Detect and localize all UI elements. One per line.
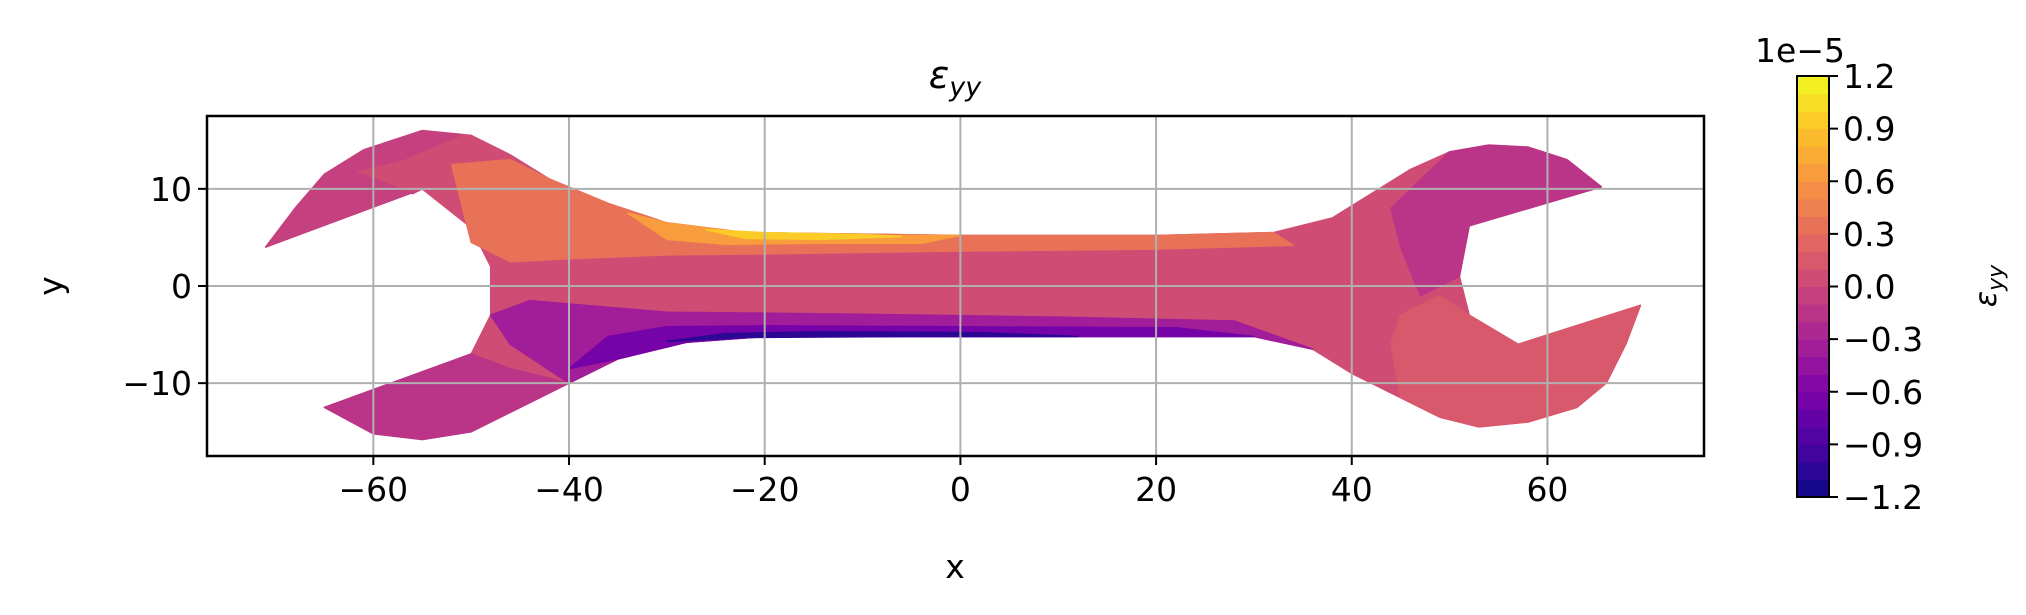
colorbar-label-subscript: yy — [1984, 264, 2009, 292]
colorbar-tick-label: −0.3 — [1843, 320, 1923, 359]
colorbar-tick-label: 0.0 — [1843, 268, 1895, 307]
x-tick-label: 0 — [950, 470, 971, 509]
colorbar-segment — [1797, 304, 1829, 323]
colorbar-tick-label: 0.6 — [1843, 162, 1895, 201]
colorbar-segment — [1797, 339, 1829, 358]
chart-title-subscript: yy — [948, 72, 982, 103]
x-tick-label: −40 — [534, 470, 604, 509]
colorbar-segment — [1797, 251, 1829, 270]
colorbar-segment — [1797, 409, 1829, 428]
colorbar-segment — [1797, 356, 1829, 375]
colorbar-segment — [1797, 111, 1829, 130]
colorbar-multiplier: 1e−5 — [1755, 31, 1845, 70]
colorbar-segment — [1797, 286, 1829, 305]
colorbar-segment — [1797, 163, 1829, 182]
colorbar-segment — [1797, 146, 1829, 165]
x-tick-label: 40 — [1331, 470, 1373, 509]
y-axis-label: y — [31, 276, 70, 296]
colorbar-segment — [1797, 479, 1829, 498]
x-tick-label: −60 — [339, 470, 409, 509]
colorbar-segment — [1797, 268, 1829, 288]
colorbar-segment — [1797, 128, 1829, 147]
contour-region-right-head-lower — [1390, 294, 1642, 428]
x-tick-label: 20 — [1135, 470, 1177, 509]
colorbar-segment — [1797, 216, 1829, 235]
x-axis-ticks: −60 −40 −20 0 20 40 60 — [339, 456, 1568, 509]
colorbar-segment — [1797, 93, 1829, 112]
y-tick-label: 10 — [150, 170, 192, 209]
colorbar-segment — [1797, 181, 1829, 200]
colorbar-segment — [1797, 426, 1829, 445]
colorbar-segment — [1797, 444, 1829, 463]
colorbar-label: εyy — [1969, 264, 2009, 307]
colorbar-segment — [1797, 391, 1829, 410]
contour-region-left-jaw-bottom — [323, 353, 570, 441]
colorbar-tick-label: 1.2 — [1843, 57, 1895, 96]
colorbar-ticks: 1.2 0.9 0.6 0.3 0.0 −0.3 −0.6 −0.9 −1.2 — [1829, 57, 1923, 517]
y-tick-label: 0 — [171, 267, 192, 306]
y-axis-ticks: −10 0 10 — [122, 170, 207, 403]
colorbar-tick-label: −0.6 — [1843, 373, 1923, 412]
x-tick-label: −20 — [730, 470, 800, 509]
chart-title: εyy — [929, 53, 983, 103]
x-tick-label: 60 — [1526, 470, 1568, 509]
contour-region-right-jaw — [1390, 144, 1603, 297]
colorbar-segment — [1797, 461, 1829, 481]
colorbar-tick-label: 0.3 — [1843, 215, 1895, 254]
y-tick-label: −10 — [122, 364, 192, 403]
colorbar-segment — [1797, 321, 1829, 340]
x-axis-label: x — [945, 547, 965, 586]
colorbar-segment — [1797, 233, 1829, 253]
grid-lines — [207, 116, 1704, 456]
colorbar-segment — [1797, 76, 1829, 95]
colorbar-tick-label: −0.9 — [1843, 425, 1923, 464]
colorbar-segment — [1797, 374, 1829, 393]
colorbar-tick-label: 0.9 — [1843, 110, 1895, 149]
colorbar-tick-label: −1.2 — [1843, 478, 1923, 517]
colorbar-segment — [1797, 198, 1829, 217]
colorbar — [1797, 76, 1829, 498]
contour-region-lower-min — [666, 330, 1079, 343]
